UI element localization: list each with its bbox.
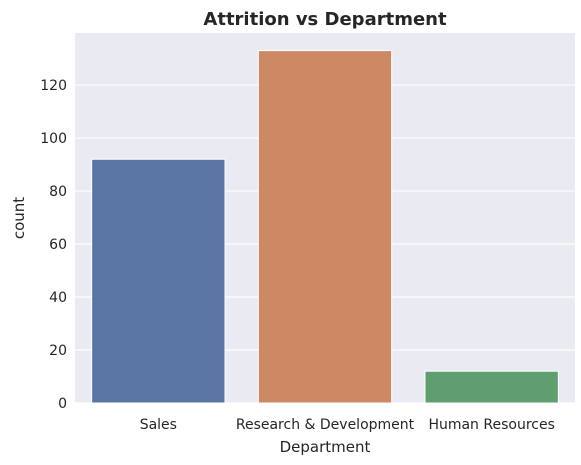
- y-tick-label: 40: [49, 290, 67, 306]
- y-tick-label: 80: [49, 184, 67, 200]
- bar-sales: [91, 158, 226, 404]
- y-tick-label: 60: [49, 237, 67, 253]
- y-tick-labels: 0 20 40 60 80 100 120: [40, 78, 67, 412]
- x-axis-label: Department: [280, 438, 371, 456]
- bar-research-development: [257, 50, 393, 404]
- x-tick-label: Human Resources: [428, 417, 554, 433]
- y-tick-label: 120: [40, 78, 67, 94]
- y-tick-label: 100: [40, 131, 67, 147]
- y-axis-label: count: [10, 197, 28, 239]
- bar-human-resources: [424, 370, 559, 404]
- y-tick-label: 0: [58, 396, 67, 412]
- y-tick-label: 20: [49, 343, 67, 359]
- bars: [91, 50, 559, 404]
- x-tick-label: Research & Development: [236, 417, 415, 433]
- x-tick-labels: Sales Research & Development Human Resourc…: [140, 417, 555, 433]
- x-tick-label: Sales: [140, 417, 177, 433]
- chart-title: Attrition vs Department: [203, 9, 447, 30]
